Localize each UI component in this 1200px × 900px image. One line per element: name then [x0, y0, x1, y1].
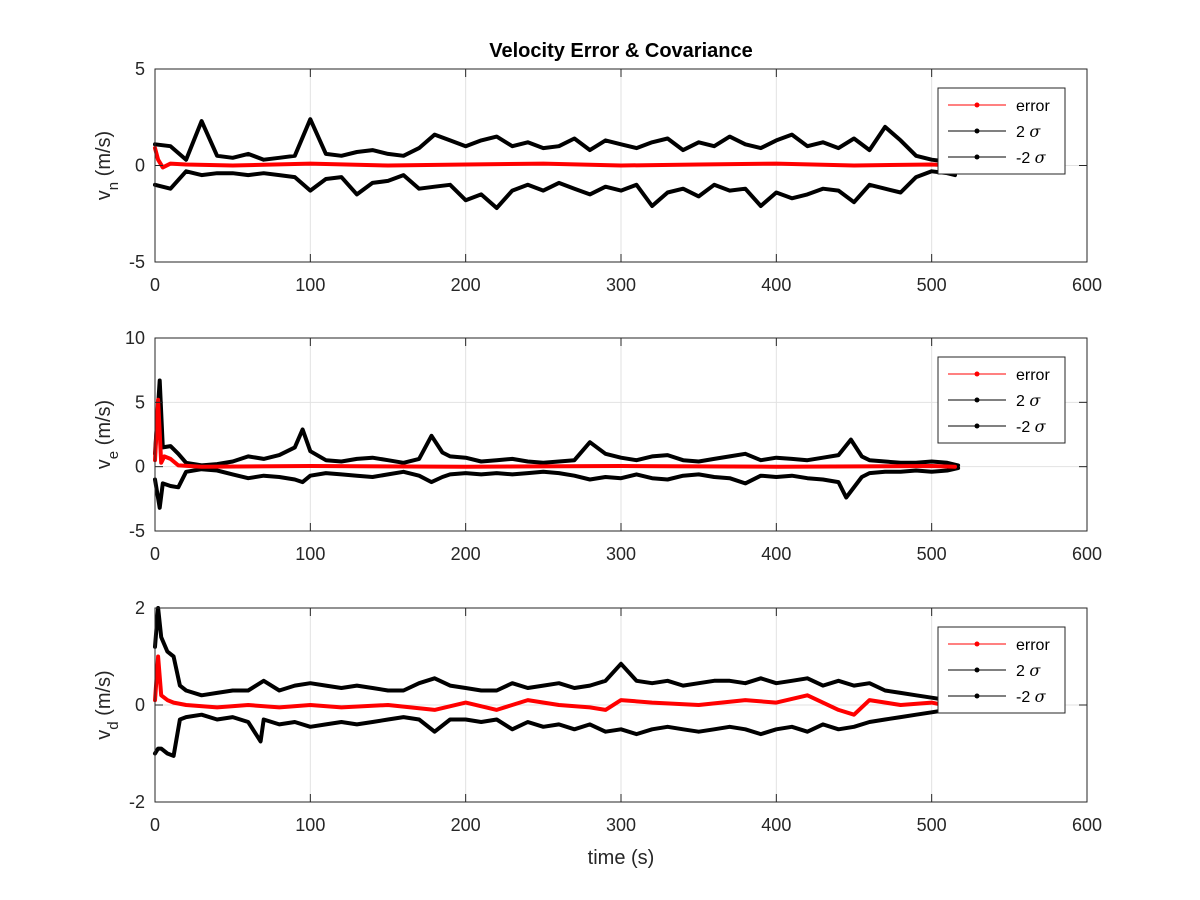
series-line-minus-2-sigma	[153, 705, 957, 758]
y-tick-label: 5	[135, 392, 145, 412]
x-tick-label: 0	[150, 815, 160, 835]
y-tick-label: -2	[129, 792, 145, 812]
x-tick-label: 200	[451, 275, 481, 295]
legend-entry-label: error	[1016, 367, 1050, 384]
x-tick-label: 500	[917, 544, 947, 564]
legend-entry-label: -2 σ	[1016, 417, 1047, 436]
series-line-error	[153, 654, 957, 717]
legend-entry-label: -2 σ	[1016, 148, 1047, 167]
y-tick-label: 5	[135, 59, 145, 79]
x-tick-label: 300	[606, 544, 636, 564]
x-tick-label: 500	[917, 275, 947, 295]
legend-swatch-marker	[974, 423, 980, 429]
series-line-error	[153, 146, 957, 170]
legend-entry-label: -2 σ	[1016, 687, 1047, 706]
x-tick-label: 200	[451, 815, 481, 835]
x-axis-label: time (s)	[588, 847, 655, 869]
x-tick-label: 0	[150, 544, 160, 564]
y-tick-label: 0	[135, 695, 145, 715]
y-tick-label: -5	[129, 521, 145, 541]
x-tick-label: 600	[1072, 815, 1102, 835]
legend-swatch-marker	[974, 641, 980, 647]
legend-swatch-marker	[974, 128, 980, 134]
legend-swatch-marker	[974, 667, 980, 673]
series-line-minus-2-sigma	[153, 169, 957, 210]
x-tick-label: 100	[295, 544, 325, 564]
y-tick-label: 2	[135, 598, 145, 618]
x-tick-label: 400	[761, 544, 791, 564]
x-tick-label: 100	[295, 275, 325, 295]
x-tick-label: 600	[1072, 275, 1102, 295]
legend: error 2 σ -2 σ	[937, 626, 1066, 714]
x-tick-label: 100	[295, 815, 325, 835]
series-line-plus-2-sigma	[153, 378, 961, 468]
x-tick-label: 600	[1072, 544, 1102, 564]
legend-entry-label: 2 σ	[1016, 391, 1041, 410]
y-axis-label: vn (m/s)	[93, 131, 122, 200]
x-tick-label: 300	[606, 275, 636, 295]
legend-swatch-marker	[974, 154, 980, 160]
x-tick-label: 0	[150, 275, 160, 295]
series-line-plus-2-sigma	[153, 117, 957, 166]
legend: error 2 σ -2 σ	[937, 87, 1066, 175]
legend: error 2 σ -2 σ	[937, 356, 1066, 444]
x-tick-label: 300	[606, 815, 636, 835]
y-axis-label: ve (m/s)	[93, 400, 122, 469]
x-tick-label: 400	[761, 275, 791, 295]
series-line-minus-2-sigma	[153, 466, 961, 510]
y-tick-label: -5	[129, 252, 145, 272]
legend-entry-label: 2 σ	[1016, 661, 1041, 680]
legend-swatch-marker	[974, 102, 980, 108]
y-tick-label: 10	[125, 328, 145, 348]
legend-entry-label: error	[1016, 98, 1050, 115]
legend-entry-label: error	[1016, 637, 1050, 654]
x-tick-label: 200	[451, 544, 481, 564]
legend-swatch-marker	[974, 397, 980, 403]
y-tick-label: 0	[135, 457, 145, 477]
legend-entry-label: 2 σ	[1016, 122, 1041, 141]
series-line-error	[153, 397, 957, 469]
y-tick-label: 0	[135, 156, 145, 176]
x-tick-label: 400	[761, 815, 791, 835]
legend-swatch-marker	[974, 371, 980, 377]
y-axis-label: vd (m/s)	[93, 670, 122, 739]
legend-swatch-marker	[974, 693, 980, 699]
x-tick-label: 500	[917, 815, 947, 835]
series-line-plus-2-sigma	[153, 606, 957, 705]
chart-title: Velocity Error & Covariance	[489, 40, 752, 62]
